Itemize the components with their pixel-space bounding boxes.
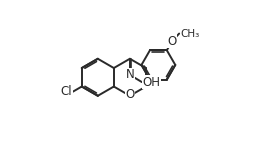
Text: Cl: Cl	[61, 85, 72, 98]
Text: N: N	[126, 68, 134, 81]
Text: O: O	[167, 35, 177, 48]
Text: OH: OH	[143, 76, 161, 89]
Text: O: O	[125, 89, 134, 101]
Text: CH₃: CH₃	[180, 28, 199, 38]
